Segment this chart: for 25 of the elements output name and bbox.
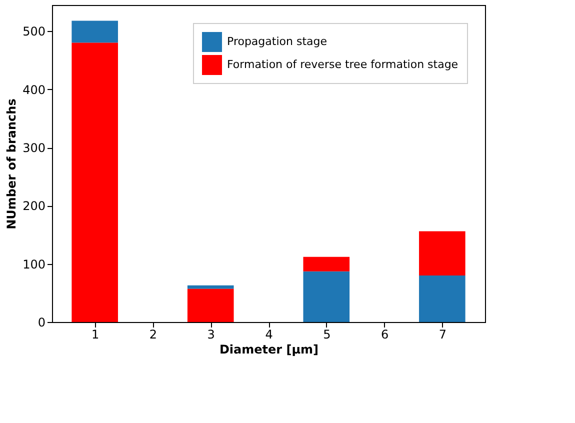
- bar: [72, 20, 118, 43]
- x-tick-label: 3: [207, 328, 215, 342]
- x-axis-title: Diameter [µm]: [219, 342, 319, 356]
- y-tick-label: 300: [22, 141, 46, 156]
- y-tick-label: 500: [22, 24, 46, 39]
- x-tick-label: 2: [149, 328, 158, 342]
- x-tick-label: 1: [92, 328, 100, 342]
- y-tick-label: 100: [22, 257, 46, 272]
- bar: [187, 285, 234, 289]
- bar: [72, 42, 118, 322]
- legend-label: Propagation stage: [227, 35, 328, 48]
- x-tick-label: 6: [380, 328, 389, 342]
- bar: [419, 275, 466, 322]
- y-tick-label: 0: [38, 316, 46, 330]
- bar: [187, 288, 234, 322]
- x-tick-label: 4: [265, 328, 273, 342]
- y-tick-label: 400: [22, 82, 46, 97]
- x-tick-label: 5: [323, 328, 331, 342]
- bar: [303, 271, 350, 322]
- x-tick-label: 7: [438, 328, 446, 342]
- y-axis-title: NUmber of branchs: [4, 98, 19, 230]
- bar: [303, 256, 350, 272]
- legend-label: Formation of reverse tree formation stage: [227, 58, 458, 71]
- y-tick-label: 200: [22, 199, 46, 214]
- bar: [419, 231, 466, 276]
